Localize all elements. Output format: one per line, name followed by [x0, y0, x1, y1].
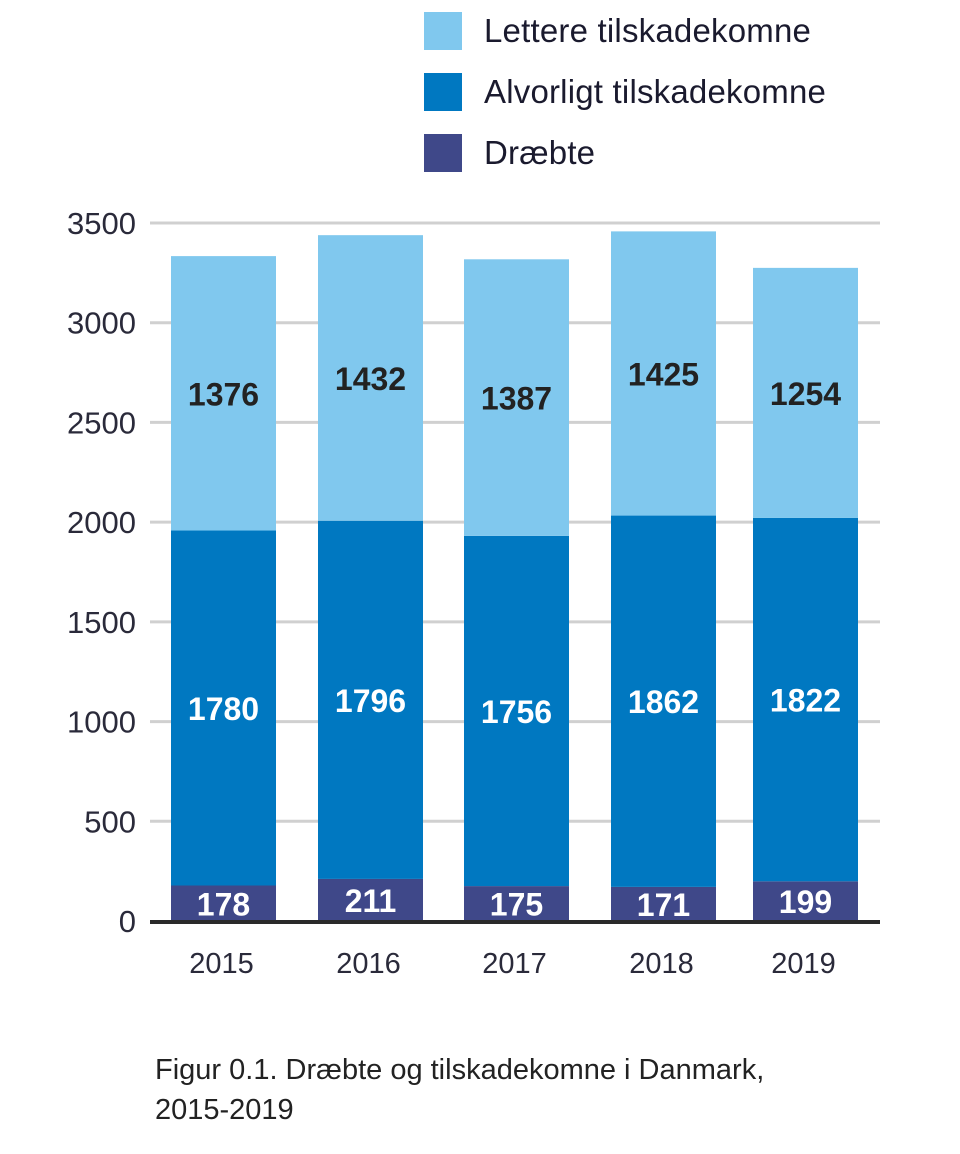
x-tick-label-2016: 2016 [336, 948, 401, 980]
y-tick-label-1000: 1000 [67, 705, 136, 740]
data-label-alvorligt-tilskadekomne-2018: 1862 [628, 684, 699, 720]
data-label-alvorligt-tilskadekomne-2016: 1796 [335, 683, 406, 719]
x-tick-label-2017: 2017 [482, 948, 547, 980]
data-label-draebte-2017: 175 [490, 887, 543, 923]
legend-label-draebte: Dræbte [484, 133, 596, 171]
x-tick-label-2015: 2015 [189, 948, 254, 980]
data-label-alvorligt-tilskadekomne-2017: 1756 [481, 694, 552, 730]
chart-legend: Lettere tilskadekomne Alvorligt tilskadek… [424, 0, 826, 183]
legend-swatch-lettere-tilskadekomne [424, 11, 462, 50]
data-label-alvorligt-tilskadekomne-2019: 1822 [770, 683, 841, 719]
y-tick-label-3500: 3500 [67, 206, 136, 241]
bar-alvorligt-tilskadekomne-2019 [753, 517, 858, 882]
bar-lettere-tilskadekomne-2015 [171, 256, 276, 531]
legend-item-draebte: Dræbte [424, 122, 826, 183]
y-tick-label-0: 0 [119, 904, 136, 939]
legend-label-alvorligt-tilskadekomne: Alvorligt tilskadekomne [484, 72, 827, 110]
figure-caption: Figur 0.1. Dræbte og tilskadekomne i Dan… [155, 1050, 895, 1130]
bar-lettere-tilskadekomne-2019 [753, 267, 858, 518]
legend-item-alvorligt-tilskadekomne: Alvorligt tilskadekomne [424, 61, 826, 122]
caption-line-1: Figur 0.1. Dræbte og tilskadekomne i Dan… [155, 1054, 765, 1086]
legend-swatch-draebte [424, 133, 462, 172]
data-label-lettere-tilskadekomne-2019: 1254 [770, 376, 841, 412]
bar-alvorligt-tilskadekomne-2017 [464, 535, 569, 887]
y-tick-label-500: 500 [84, 804, 136, 839]
data-label-draebte-2016: 211 [345, 883, 397, 919]
bar-draebte-2019 [753, 881, 858, 921]
bar-draebte-2015 [171, 885, 276, 921]
legend-item-lettere-tilskadekomne: Lettere tilskadekomne [424, 0, 826, 61]
legend-label-lettere-tilskadekomne: Lettere tilskadekomne [484, 11, 812, 49]
data-label-lettere-tilskadekomne-2017: 1387 [481, 381, 552, 417]
y-tick-label-1500: 1500 [67, 605, 136, 640]
bar-lettere-tilskadekomne-2017 [464, 259, 569, 536]
data-label-lettere-tilskadekomne-2016: 1432 [335, 361, 406, 397]
bar-alvorligt-tilskadekomne-2015 [171, 530, 276, 886]
bar-draebte-2018 [611, 886, 716, 921]
y-tick-label-3000: 3000 [67, 306, 136, 341]
bar-draebte-2016 [318, 878, 423, 921]
y-tick-label-2500: 2500 [67, 405, 136, 440]
x-tick-label-2018: 2018 [629, 948, 694, 980]
bar-lettere-tilskadekomne-2016 [318, 235, 423, 521]
y-tick-label-2000: 2000 [67, 505, 136, 540]
legend-swatch-alvorligt-tilskadekomne [424, 72, 462, 111]
data-label-draebte-2018: 171 [637, 887, 690, 923]
bar-lettere-tilskadekomne-2018 [611, 231, 716, 516]
bar-alvorligt-tilskadekomne-2016 [318, 520, 423, 879]
data-label-alvorligt-tilskadekomne-2015: 1780 [188, 691, 259, 727]
data-label-lettere-tilskadekomne-2018: 1425 [628, 356, 699, 392]
x-tick-label-2019: 2019 [771, 948, 836, 980]
data-label-lettere-tilskadekomne-2015: 1376 [188, 376, 259, 412]
bar-draebte-2017 [464, 886, 569, 921]
caption-line-2: 2015-2019 [155, 1094, 294, 1126]
data-label-draebte-2015: 178 [197, 886, 250, 922]
data-label-draebte-2019: 199 [779, 884, 832, 920]
bar-alvorligt-tilskadekomne-2018 [611, 515, 716, 887]
